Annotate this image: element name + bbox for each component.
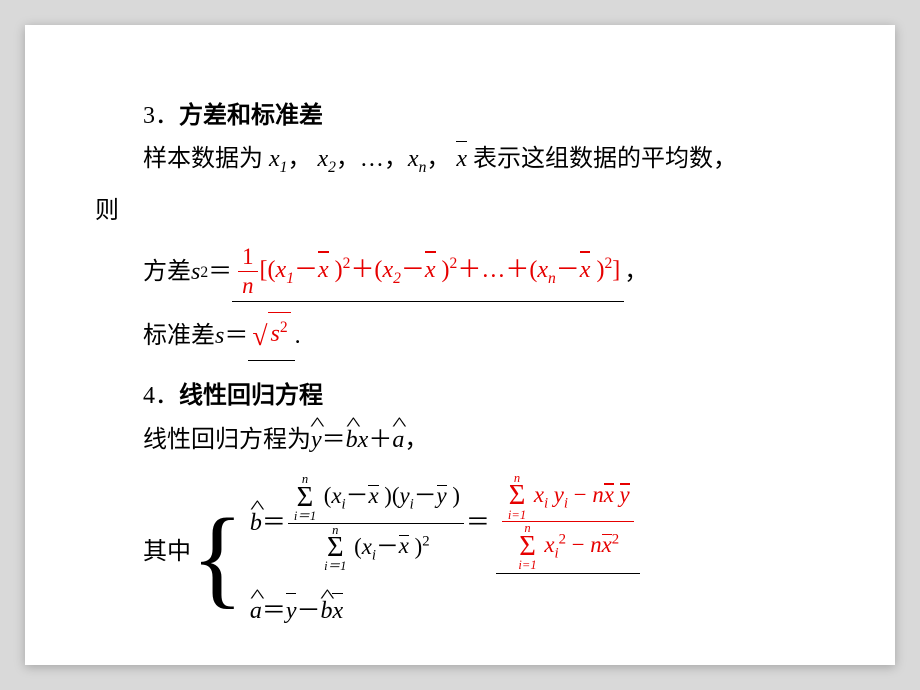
sigma-icon: nΣi＝1 (294, 473, 316, 522)
where-block: 其中 { b ＝ nΣi＝1 (xi－x )(yi－y ) nΣi＝1 (xi－… (143, 472, 835, 634)
eq: ＝ (208, 251, 232, 294)
x1s: 1 (280, 159, 288, 176)
sigma-icon: nΣi＝1 (324, 524, 346, 573)
intro-pre: 样本数据为 (143, 146, 263, 172)
sigma-icon: nΣi=1 (508, 472, 526, 521)
y-hat: y (311, 419, 322, 462)
section4-heading: 4．线性回归方程 (143, 375, 835, 418)
sec4-number: 4． (143, 383, 179, 409)
sec3-intro: 样本数据为 x1， x2，…，xn， x 表示这组数据的平均数， (143, 138, 835, 182)
b-fraction-black: nΣi＝1 (xi－x )(yi－y ) nΣi＝1 (xi－x )2 (288, 473, 464, 573)
var-label: 方差 (143, 251, 191, 294)
where-label: 其中 (143, 531, 191, 574)
var-sym: s (191, 251, 200, 294)
x1: x (269, 146, 280, 172)
comma: ， (624, 251, 648, 294)
b-hat: b (346, 419, 358, 462)
stddev-formula-underline: √ s2 (248, 312, 294, 361)
sigma-icon: nΣi=1 (518, 522, 536, 571)
sec3-then: 则 (95, 190, 835, 233)
radical-icon: √ (252, 322, 267, 350)
b-fraction-red: nΣi=1 xi yi − nx y nΣi=1 xi2 − nx2 (502, 472, 634, 572)
x2: x (317, 146, 328, 172)
a-equation: a ＝ y － b x (250, 590, 640, 633)
std-sym: s (215, 315, 224, 358)
brace-icon: { (191, 507, 244, 607)
regression-line: 线性回归方程为 y ＝ b x ＋ a ， (143, 419, 835, 462)
intro-post: 表示这组数据的平均数， (473, 146, 737, 172)
one-over-n: 1 n (238, 243, 257, 299)
reg-pre: 线性回归方程为 (143, 419, 311, 462)
variance-formula: 1 n [(x1－x )2＋(x2－x )2＋…＋(xn－x )2] (236, 257, 620, 283)
variance-line: 方差 s2 ＝ 1 n [(x1－x )2＋(x2－x )2＋…＋(xn－x )… (143, 243, 835, 302)
period: . (295, 315, 301, 358)
stddev-line: 标准差 s ＝ √ s2 . (143, 312, 835, 361)
xn: x (408, 146, 419, 172)
var-sup: 2 (200, 259, 208, 287)
xbar: x (456, 138, 467, 181)
xns: n (419, 159, 427, 176)
sec3-title: 方差和标准差 (179, 103, 323, 129)
eq2: ＝ (224, 315, 248, 358)
slide: 3．方差和标准差 样本数据为 x1， x2，…，xn， x 表示这组数据的平均数… (25, 25, 895, 665)
a-hat: a (392, 419, 404, 462)
std-label: 标准差 (143, 315, 215, 358)
equations-column: b ＝ nΣi＝1 (xi－x )(yi－y ) nΣi＝1 (xi－x )2 … (250, 472, 640, 634)
b-red-underline: nΣi=1 xi yi − nx y nΣi=1 xi2 − nx2 (496, 472, 640, 575)
section3-heading: 3．方差和标准差 (143, 95, 835, 138)
b-equation: b ＝ nΣi＝1 (xi－x )(yi－y ) nΣi＝1 (xi－x )2 … (250, 472, 640, 575)
sec3-number: 3． (143, 103, 179, 129)
sec4-title: 线性回归方程 (179, 383, 323, 409)
stddev-formula: √ s2 (252, 312, 290, 356)
x2s: 2 (328, 159, 336, 176)
variance-formula-underline: 1 n [(x1－x )2＋(x2－x )2＋…＋(xn－x )2] (232, 243, 624, 302)
dots: ，…， (336, 146, 408, 172)
